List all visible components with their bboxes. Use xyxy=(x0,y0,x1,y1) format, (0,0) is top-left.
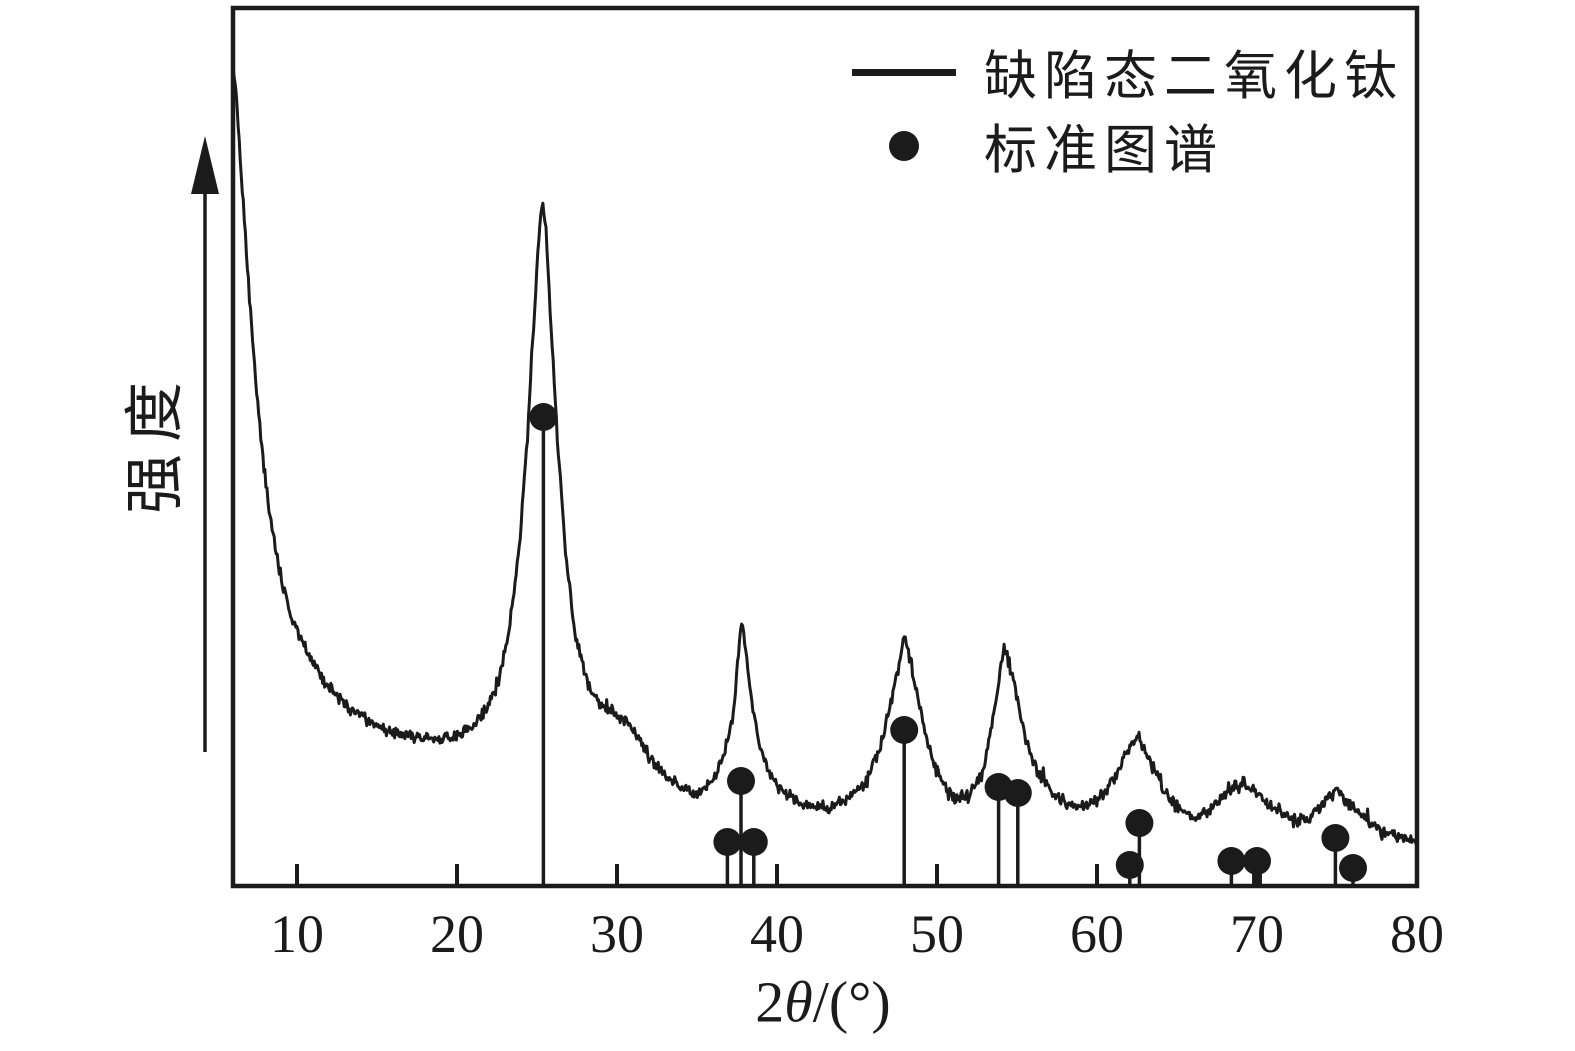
standard-dot xyxy=(1321,824,1350,852)
standard-dot xyxy=(529,403,558,431)
legend-item-curve: 缺陷态二氧化钛 xyxy=(852,38,1404,106)
x-tick-label: 20 xyxy=(430,904,484,964)
x-tick-label: 70 xyxy=(1230,904,1284,964)
standard-dot xyxy=(727,767,755,795)
standard-pattern-dots xyxy=(529,403,1367,882)
x-tick-label: 60 xyxy=(1070,904,1124,964)
x-axis-label: 2θ/(°) xyxy=(755,969,891,1035)
standard-dot xyxy=(1115,851,1144,879)
x-tick-label: 10 xyxy=(270,904,324,964)
legend-label-curve: 缺陷态二氧化钛 xyxy=(984,48,1404,106)
y-axis-label: 强度 xyxy=(122,370,189,514)
standard-dot xyxy=(1217,847,1246,875)
plot-border xyxy=(230,5,1420,889)
y-axis-arrow xyxy=(191,136,219,752)
legend-dot-sample xyxy=(889,131,919,161)
x-tick-label: 40 xyxy=(750,904,804,964)
x-tick-label: 30 xyxy=(590,904,644,964)
x-tick-labels: 10 20 30 40 50 60 70 80 xyxy=(270,904,1444,964)
xrd-curve xyxy=(231,65,1418,846)
standard-dot xyxy=(739,828,768,856)
line-marker xyxy=(852,68,956,76)
standard-dot xyxy=(1339,854,1367,882)
x-tick-label: 50 xyxy=(910,904,964,964)
standard-dot xyxy=(1003,779,1032,807)
legend: 缺陷态二氧化钛 标准图谱 xyxy=(852,38,1404,180)
dot-marker xyxy=(852,131,956,161)
legend-label-standard: 标准图谱 xyxy=(984,122,1224,180)
standard-dot xyxy=(713,828,742,856)
standard-dot xyxy=(1243,847,1271,875)
legend-line-sample xyxy=(852,68,956,76)
standard-pattern-stems xyxy=(541,417,1355,884)
xrd-curve-series xyxy=(231,65,1418,846)
x-tick-label: 80 xyxy=(1390,904,1444,964)
standard-dot xyxy=(890,716,919,744)
legend-item-standard: 标准图谱 xyxy=(852,112,1404,180)
standard-dot xyxy=(1125,809,1154,837)
